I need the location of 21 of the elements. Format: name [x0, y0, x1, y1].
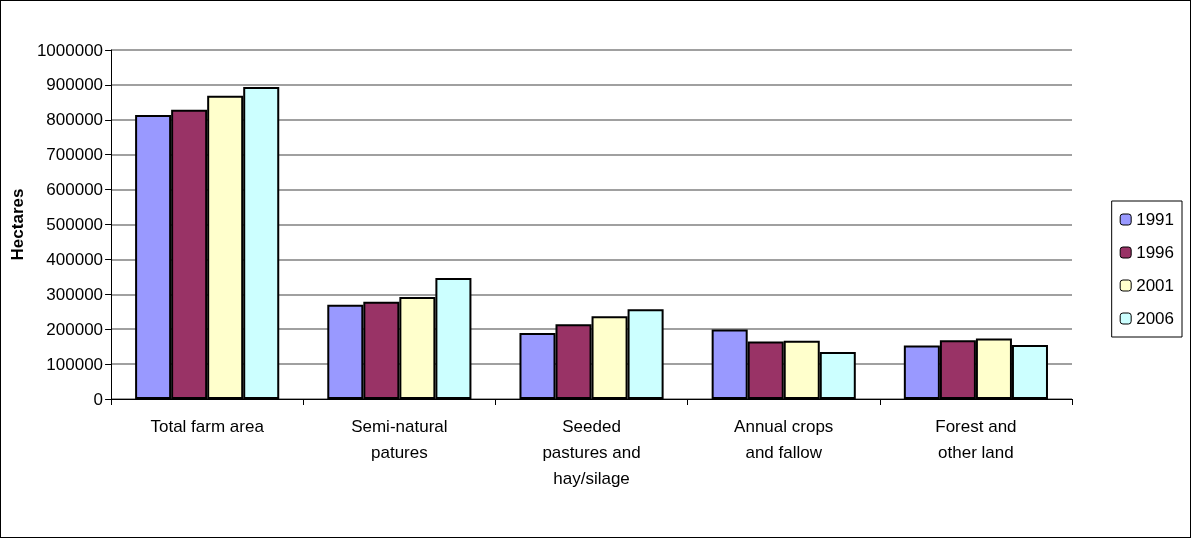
y-tick-label: 0: [93, 389, 104, 409]
legend-label: 1991: [1136, 210, 1175, 229]
legend-label: 2006: [1136, 309, 1175, 328]
y-tick-label: 700000: [46, 145, 104, 165]
y-tick-label: 600000: [46, 180, 104, 200]
x-tick-label: Total farm area: [150, 416, 265, 436]
legend-label: 1996: [1136, 243, 1175, 262]
y-tick-label: 800000: [46, 110, 104, 130]
y-tick-label: 300000: [46, 284, 104, 304]
y-tick-label: 500000: [46, 215, 104, 234]
y-tick-label: 1000000: [36, 40, 104, 60]
y-tick-label: 200000: [46, 319, 104, 339]
x-tick-label: Forest and other land: [935, 416, 1017, 462]
legend-label: 2001: [1136, 276, 1175, 295]
x-tick-label: Annual crops and fallow: [734, 416, 834, 462]
y-tick-label: 400000: [46, 249, 104, 269]
y-axis-title: Hectares: [8, 188, 27, 261]
y-tick-label: 900000: [46, 75, 104, 95]
x-tick-label: Semi-natural patures: [351, 416, 448, 462]
x-tick-label: Seeded pastures and hay/silage: [542, 416, 641, 488]
y-tick-label: 100000: [46, 354, 104, 374]
